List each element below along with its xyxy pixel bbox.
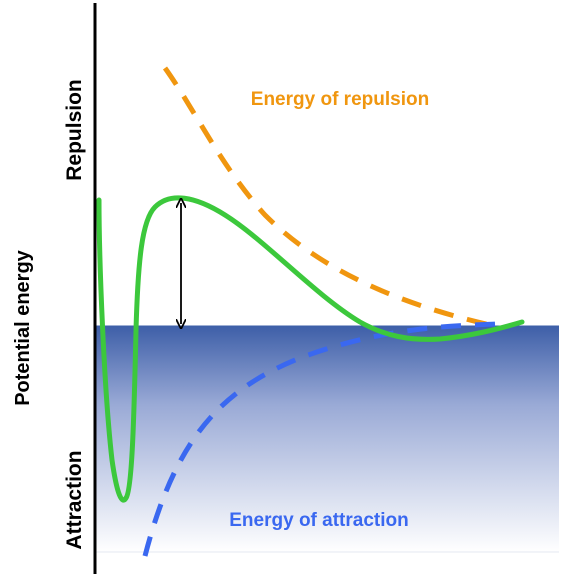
net-energy-curve [96,195,525,503]
repulsion-curve [162,66,496,329]
energy-of-repulsion-label: Energy of repulsion [251,89,429,110]
repulsion-label: Repulsion [63,79,86,181]
energy-of-attraction-label: Energy of attraction [229,510,408,531]
y-axis-title: Potential energy [12,249,34,405]
attraction-region [95,326,559,552]
attraction-label: Attraction [63,450,86,549]
